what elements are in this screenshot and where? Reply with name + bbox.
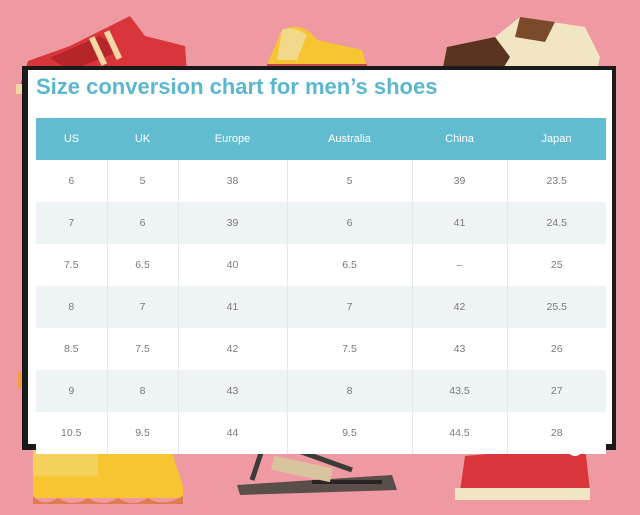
header-us: US <box>36 118 107 160</box>
cell-uk: 6.5 <box>107 244 179 286</box>
cell-japan: 25 <box>507 244 606 286</box>
cell-europe: 42 <box>178 328 288 370</box>
cell-australia: 8 <box>287 370 413 412</box>
cell-japan: 26 <box>507 328 606 370</box>
cell-china: 44.5 <box>412 412 508 454</box>
header-uk: UK <box>107 118 178 160</box>
table-row: 8.5 7.5 42 7.5 43 26 <box>36 328 606 370</box>
cell-china: 43.5 <box>412 370 508 412</box>
cell-us: 10.5 <box>36 412 108 454</box>
cell-us: 7.5 <box>36 244 108 286</box>
cell-china: 42 <box>412 286 508 328</box>
cell-australia: 7 <box>287 286 413 328</box>
cell-australia: 5 <box>287 160 413 202</box>
header-china: China <box>412 118 507 160</box>
header-europe: Europe <box>178 118 287 160</box>
size-table: US UK Europe Australia China Japan 6 5 38 5… <box>36 118 606 454</box>
cell-japan: 25.5 <box>507 286 606 328</box>
cell-japan: 28 <box>507 412 606 454</box>
cell-uk: 5 <box>107 160 179 202</box>
cell-uk: 8 <box>107 370 179 412</box>
chart-title: Size conversion chart for men’s shoes <box>36 74 438 99</box>
cell-us: 9 <box>36 370 108 412</box>
cell-uk: 9.5 <box>107 412 179 454</box>
cell-china: 39 <box>412 160 508 202</box>
cell-uk: 6 <box>107 202 179 244</box>
cell-us: 7 <box>36 202 108 244</box>
cell-australia: 9.5 <box>287 412 413 454</box>
cell-australia: 6 <box>287 202 413 244</box>
size-chart-card: Size conversion chart for men’s shoes US… <box>28 70 612 454</box>
cell-australia: 7.5 <box>287 328 413 370</box>
cell-japan: 27 <box>507 370 606 412</box>
cell-us: 8.5 <box>36 328 108 370</box>
cell-japan: 24.5 <box>507 202 606 244</box>
table-row: 7.5 6.5 40 6.5–25 <box>36 244 606 286</box>
cell-europe: 38 <box>178 160 288 202</box>
table-row: 8 7 41 7 42 25.5 <box>36 286 606 328</box>
table-header-row: US UK Europe Australia China Japan <box>36 118 606 160</box>
cell-us: 6 <box>36 160 108 202</box>
cell-china: – <box>412 244 508 286</box>
cell-uk: 7 <box>107 286 179 328</box>
header-japan: Japan <box>507 118 606 160</box>
cell-uk: 7.5 <box>107 328 179 370</box>
header-australia: Australia <box>287 118 412 160</box>
table-row: 7 6 39 6 41 24.5 <box>36 202 606 244</box>
cell-europe: 41 <box>178 286 288 328</box>
table-row: 10.5 9.5 44 9.5 44.5 28 <box>36 412 606 454</box>
cell-china: 41 <box>412 202 508 244</box>
table-row: 6 5 38 5 39 23.5 <box>36 160 606 202</box>
cell-australia: 6.5 <box>287 244 413 286</box>
cell-europe: 39 <box>178 202 288 244</box>
table-row: 9 8 43 8 43.5 27 <box>36 370 606 412</box>
cell-europe: 43 <box>178 370 288 412</box>
cell-europe: 40 <box>178 244 288 286</box>
cell-europe: 44 <box>178 412 288 454</box>
cell-china: 43 <box>412 328 508 370</box>
cell-japan: 23.5 <box>507 160 606 202</box>
cell-us: 8 <box>36 286 108 328</box>
